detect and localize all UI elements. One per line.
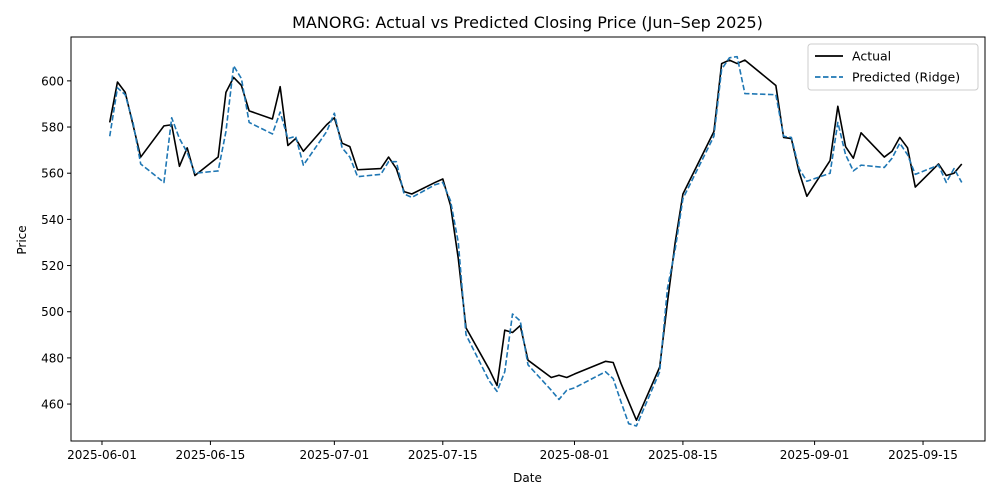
- y-axis-title: Price: [15, 225, 29, 254]
- x-tick-label: 2025-06-01: [67, 448, 137, 462]
- plot-area: [108, 55, 963, 427]
- y-tick-label: 600: [41, 74, 64, 88]
- y-tick-label: 480: [41, 351, 64, 365]
- x-axis-title: Date: [513, 471, 542, 485]
- legend-label-predicted: Predicted (Ridge): [852, 70, 960, 85]
- y-tick-label: 580: [41, 121, 64, 135]
- y-tick-label: 520: [41, 259, 64, 273]
- x-tick-label: 2025-09-15: [888, 448, 958, 462]
- x-tick-label: 2025-09-01: [780, 448, 850, 462]
- x-tick-label: 2025-08-01: [540, 448, 610, 462]
- axes: 2025-06-01 2025-06-15 2025-07-01 2025-07-15…: [41, 74, 958, 462]
- series-line-actual: [108, 59, 963, 422]
- series-line-predicted: [108, 55, 963, 427]
- x-tick-label: 2025-06-15: [176, 448, 246, 462]
- x-tick-label: 2025-08-15: [648, 448, 718, 462]
- y-tick-label: 500: [41, 305, 64, 319]
- y-tick-label: 460: [41, 398, 64, 412]
- plot-frame: [70, 36, 986, 442]
- chart-title: MANORG: Actual vs Predicted Closing Pric…: [292, 13, 763, 32]
- y-tick-label: 560: [41, 167, 64, 181]
- y-tick-label: 540: [41, 213, 64, 227]
- legend-label-actual: Actual: [852, 49, 891, 64]
- legend: Actual Predicted (Ridge): [807, 43, 979, 91]
- x-tick-label: 2025-07-01: [299, 448, 369, 462]
- legend-box: [807, 43, 979, 91]
- x-tick-label: 2025-07-15: [408, 448, 478, 462]
